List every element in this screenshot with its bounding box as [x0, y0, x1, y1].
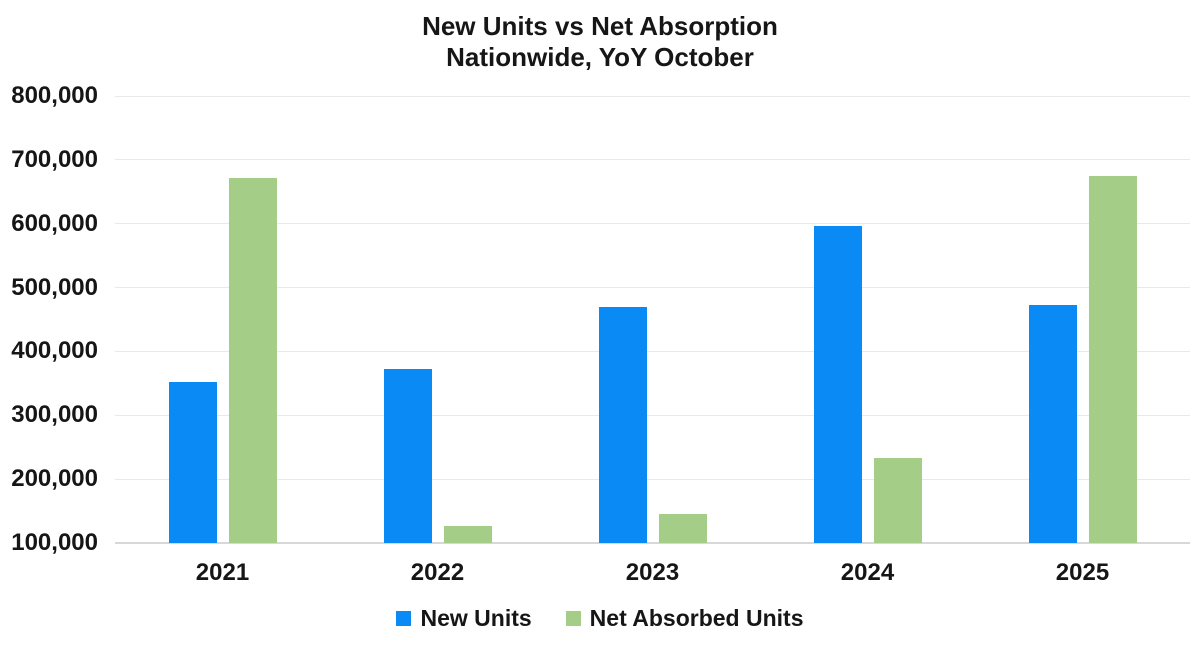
legend-swatch — [396, 610, 412, 626]
bar-new-units-2024 — [813, 225, 862, 543]
bar-net-absorbed-units-2024 — [873, 458, 922, 543]
bar-net-absorbed-units-2022 — [443, 525, 492, 543]
y-axis-tick-label: 800,000 — [11, 82, 98, 109]
y-axis-tick-label: 400,000 — [11, 337, 98, 365]
gridline — [115, 223, 1190, 225]
gridline — [115, 95, 1190, 97]
bar-net-absorbed-units-2023 — [658, 513, 707, 543]
y-axis-tick-label: 100,000 — [11, 529, 98, 556]
x-axis-category-label: 2024 — [840, 559, 895, 586]
legend-item: Net Absorbed Units — [565, 604, 804, 631]
bar-new-units-2025 — [1028, 305, 1077, 543]
gridline — [115, 350, 1190, 352]
x-axis-category-label: 2025 — [1055, 559, 1110, 586]
legend-item: New Units — [396, 604, 532, 631]
gridline — [115, 478, 1190, 480]
legend: New Units Net Absorbed Units — [0, 601, 1200, 635]
legend-swatch — [565, 610, 581, 626]
chart-subtitle: Nationwide, YoY October — [446, 42, 754, 72]
chart-title: New Units vs Net Absorption — [422, 11, 778, 41]
y-axis-tick-label: 700,000 — [11, 145, 98, 173]
legend-label: Net Absorbed Units — [589, 604, 804, 631]
x-axis-category-label: 2023 — [625, 559, 680, 586]
bar-new-units-2022 — [383, 369, 432, 543]
bar-net-absorbed-units-2025 — [1088, 176, 1137, 543]
legend-label: New Units — [420, 604, 532, 631]
gridline — [115, 159, 1190, 161]
x-axis-line — [115, 542, 1190, 544]
y-axis-tick-label: 500,000 — [11, 273, 98, 301]
x-axis-category-label: 2021 — [195, 559, 250, 586]
bar-new-units-2021 — [168, 382, 217, 543]
y-axis-tick-label: 300,000 — [11, 401, 98, 429]
gridline — [115, 287, 1190, 289]
bar-new-units-2023 — [598, 306, 647, 543]
y-axis-tick-label: 200,000 — [11, 465, 98, 493]
y-axis-tick-label: 600,000 — [11, 209, 98, 237]
gridline — [115, 414, 1190, 416]
x-axis-category-label: 2022 — [410, 559, 465, 586]
chart-title-block: New Units vs Net Absorption Nationwide, … — [0, 11, 1200, 73]
bar-net-absorbed-units-2021 — [228, 177, 277, 543]
